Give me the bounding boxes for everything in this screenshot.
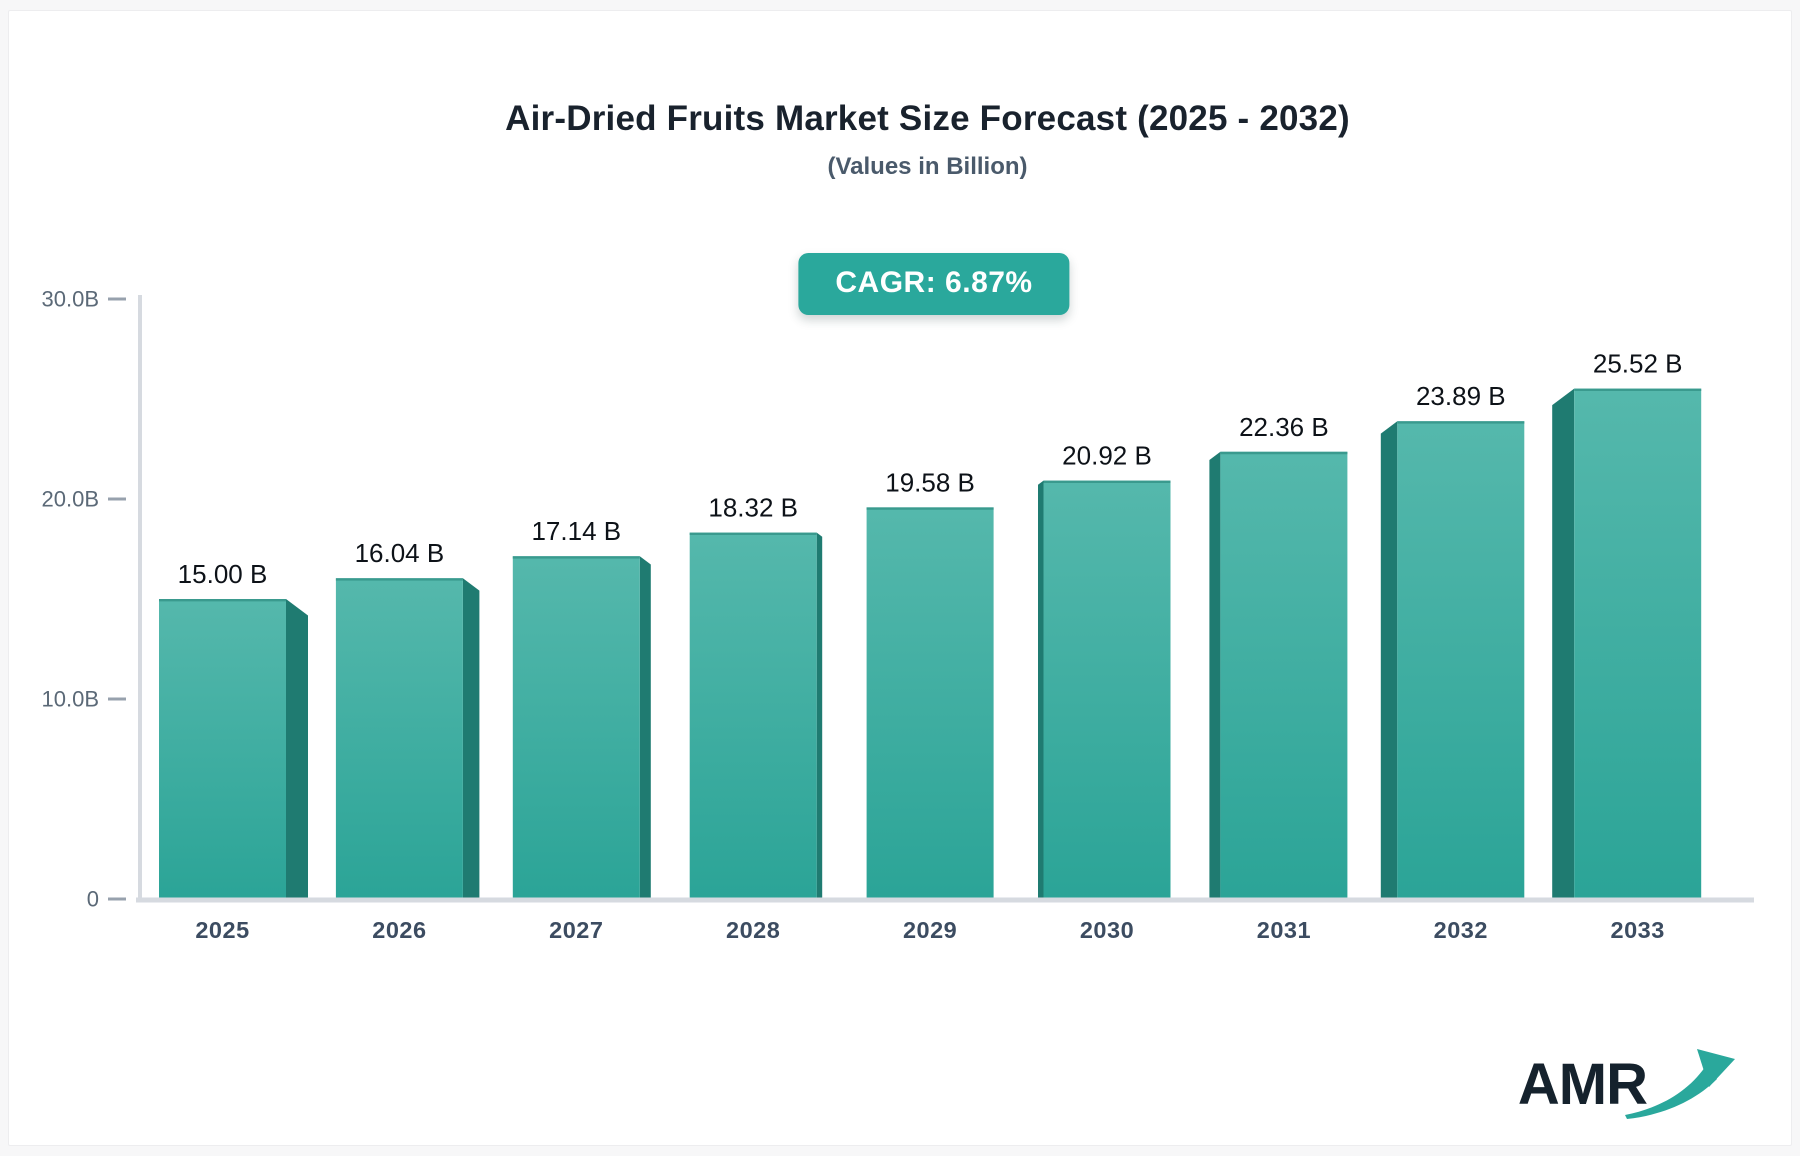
- bar-front-face: [1574, 388, 1702, 899]
- bar-side-face: [1038, 480, 1044, 899]
- logo-arrow-head: [1697, 1049, 1735, 1087]
- bar-side-face: [1209, 451, 1221, 899]
- bar-2031: 22.36 B 2031: [1209, 412, 1348, 943]
- chart-title: Air-Dried Fruits Market Size Forecast (2…: [505, 99, 1350, 138]
- bar-chart: 30.0B 20.0B 10.0B 0 15.00 B 2025 16.04 B 2026 17…: [42, 287, 1754, 943]
- bar-front-face: [1397, 421, 1525, 899]
- bar-value-label: 17.14 B: [531, 516, 621, 546]
- bar-side-face: [1380, 421, 1398, 899]
- bar-front-face: [335, 578, 463, 899]
- x-axis-label: 2025: [195, 917, 249, 943]
- bar-2030: 20.92 B 2030: [1038, 441, 1171, 943]
- x-axis-label: 2028: [726, 917, 780, 943]
- amr-logo-text: AMR: [1517, 1051, 1648, 1117]
- bar-value-label: 22.36 B: [1239, 412, 1329, 442]
- x-axis-label: 2033: [1611, 917, 1665, 943]
- bar-front-face: [159, 599, 286, 899]
- x-axis-label: 2031: [1257, 917, 1311, 943]
- chart-header: Air-Dried Fruits Market Size Forecast (2…: [64, 99, 1791, 181]
- y-axis-label: 10.0B: [42, 687, 100, 712]
- amr-logo: AMR: [1518, 1039, 1739, 1129]
- bar-value-label: 15.00 B: [178, 559, 268, 589]
- logo-arrow-icon: [1625, 1049, 1735, 1119]
- bar-value-label: 19.58 B: [885, 467, 975, 497]
- bar-front-face: [689, 532, 817, 899]
- y-axis-label: 20.0B: [42, 487, 100, 512]
- bar-2026: 16.04 B 2026: [335, 538, 480, 943]
- cagr-badge: CAGR: 6.87%: [798, 253, 1070, 315]
- x-axis-label: 2029: [903, 917, 957, 943]
- x-axis-label: 2032: [1434, 917, 1488, 943]
- bar-2029: 19.58 B 2029: [866, 467, 994, 943]
- bar-front-face: [866, 507, 994, 899]
- x-axis-label: 2030: [1080, 917, 1134, 943]
- x-axis-label: 2026: [372, 917, 426, 943]
- bar-2028: 18.32 B 2028: [689, 493, 823, 943]
- chart-subtitle: (Values in Billion): [827, 153, 1028, 180]
- bar-2027: 17.14 B 2027: [512, 516, 651, 943]
- bar-side-face: [816, 532, 823, 899]
- bar-2032: 23.89 B 2032: [1380, 381, 1525, 943]
- x-axis-label: 2027: [549, 917, 603, 943]
- bar-side-face: [286, 599, 308, 899]
- bar-front-face: [512, 556, 640, 899]
- bar-2033: 25.52 B 2033: [1552, 349, 1702, 943]
- bar-value-label: 25.52 B: [1593, 349, 1683, 379]
- bar-front-face: [1220, 451, 1348, 899]
- bar-side-face: [462, 578, 480, 899]
- y-axis-label: 0: [87, 887, 99, 912]
- bar-2025: 15.00 B 2025: [159, 559, 308, 943]
- bar-value-label: 20.92 B: [1062, 441, 1152, 471]
- bar-value-label: 18.32 B: [708, 493, 798, 523]
- bar-side-face: [1552, 388, 1575, 899]
- y-axis-label: 30.0B: [42, 287, 100, 312]
- cagr-badge-label: CAGR: 6.87%: [835, 266, 1033, 299]
- bar-value-label: 16.04 B: [355, 538, 445, 568]
- bar-side-face: [639, 556, 651, 899]
- bar-value-label: 23.89 B: [1416, 381, 1506, 411]
- bar-front-face: [1043, 480, 1171, 899]
- chart-card: Air-Dried Fruits Market Size Forecast (2…: [8, 10, 1792, 1146]
- logo-arrow-swoosh: [1625, 1067, 1717, 1119]
